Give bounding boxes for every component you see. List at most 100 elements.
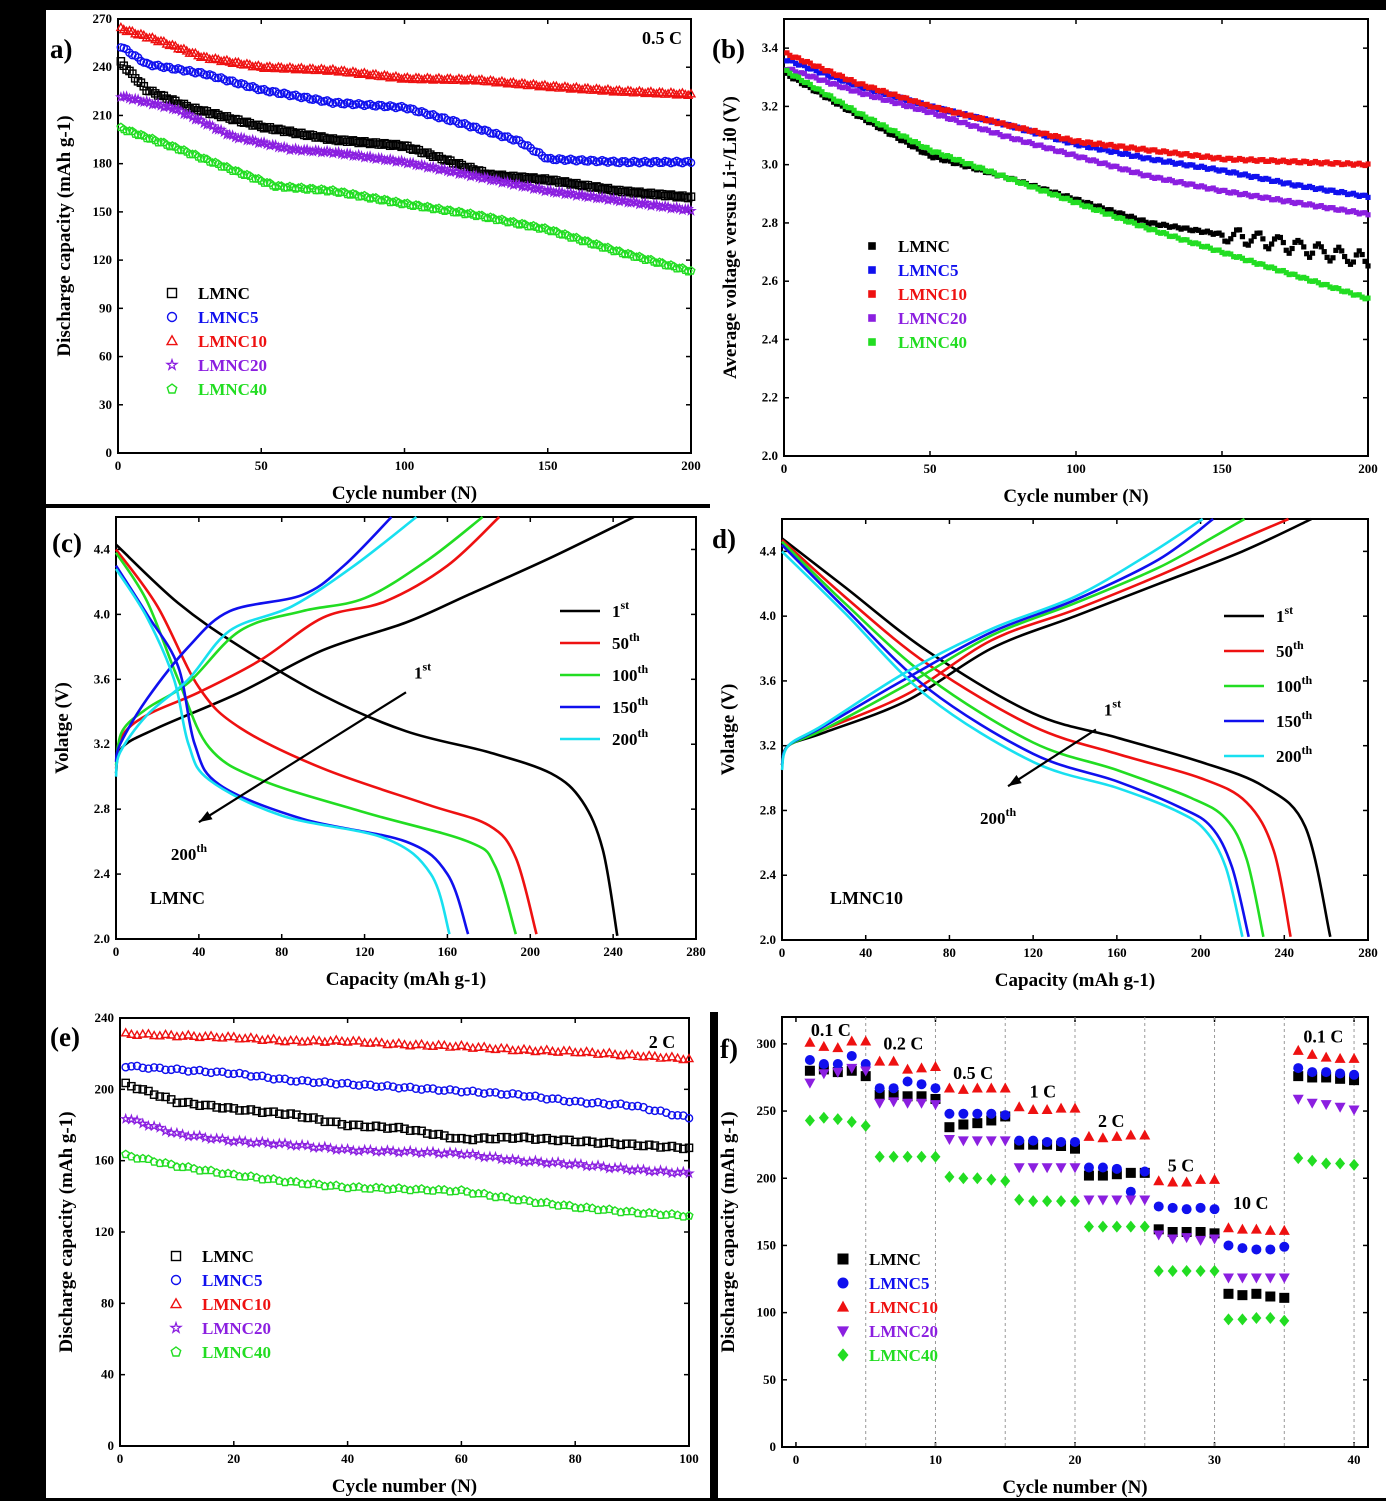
data-point: [956, 120, 962, 126]
data-point: [836, 77, 843, 83]
data-point: [131, 1029, 143, 1040]
data-point: [1105, 211, 1111, 217]
data-point: [1210, 247, 1216, 253]
data-point: [667, 1209, 677, 1218]
data-point: [921, 107, 927, 113]
data-point: [1155, 156, 1161, 163]
data-point: [466, 1147, 479, 1159]
data-point: [828, 96, 834, 102]
legend-label: LMNC40: [202, 1343, 271, 1362]
data-point: [1143, 147, 1149, 153]
data-point: [846, 1035, 858, 1046]
data-point: [223, 1103, 233, 1112]
data-point: [387, 1144, 400, 1157]
data-point: [1318, 203, 1324, 209]
data-point: [265, 123, 275, 132]
data-point: [1333, 160, 1339, 166]
data-point: [972, 1118, 983, 1129]
data-point: [1082, 200, 1088, 206]
y-tick-label: 300: [757, 1036, 777, 1051]
legend-marker: [165, 334, 179, 346]
data-point: [160, 1029, 171, 1039]
data-point: [1350, 190, 1356, 196]
data-point: [587, 1047, 598, 1057]
data-point: [892, 95, 898, 101]
data-point: [299, 130, 309, 140]
data-point: [213, 110, 223, 120]
data-point: [1228, 170, 1234, 176]
data-point: [819, 65, 825, 72]
data-point: [1234, 227, 1240, 233]
data-point: [863, 83, 869, 89]
data-point: [1172, 149, 1178, 155]
data-point: [282, 127, 292, 136]
data-point: [994, 120, 1000, 127]
data-point: [370, 1036, 382, 1046]
data-point: [672, 192, 681, 202]
data-point: [1266, 176, 1272, 182]
data-point: [366, 1122, 375, 1132]
data-point: [354, 138, 363, 148]
discharge-curve: [781, 543, 1250, 938]
data-point: [383, 1081, 392, 1090]
data-point: [1064, 151, 1070, 158]
data-point: [982, 168, 989, 174]
series-LMNC5: [121, 1061, 694, 1123]
data-point: [595, 183, 604, 192]
data-point: [263, 1073, 273, 1083]
data-point: [1070, 197, 1076, 203]
discharge-curve: [114, 564, 470, 935]
data-point: [274, 1176, 284, 1185]
legend-marker: [170, 1346, 182, 1357]
data-point: [936, 149, 942, 155]
data-point: [1014, 1193, 1025, 1206]
data-point: [985, 1136, 997, 1147]
data-point: [132, 1084, 142, 1094]
data-point: [387, 71, 399, 82]
data-point: [479, 1041, 490, 1051]
data-point: [1213, 230, 1219, 236]
data-point: [382, 1039, 393, 1049]
data-point: [229, 1069, 239, 1079]
y-tick-label: 250: [757, 1103, 777, 1118]
data-point: [793, 60, 799, 67]
data-point: [1181, 1176, 1193, 1187]
data-point: [586, 155, 596, 165]
data-point: [1257, 176, 1263, 182]
data-point: [912, 98, 918, 104]
data-point: [592, 1048, 604, 1058]
data-point: [1195, 1264, 1206, 1277]
data-point: [540, 153, 550, 163]
data-point: [1163, 159, 1170, 165]
data-point: [1009, 135, 1015, 142]
legend-marker: [169, 1297, 183, 1309]
data-point: [909, 104, 916, 110]
data-point: [229, 1104, 239, 1113]
legend-item-LMNC20: LMNC20: [165, 356, 267, 375]
data-point: [405, 144, 415, 153]
data-point: [860, 86, 866, 92]
legend-item-LMNC10: LMNC10: [868, 285, 967, 304]
data-point: [1184, 163, 1190, 169]
data-point: [193, 67, 203, 77]
data-point: [519, 1092, 529, 1101]
data-point: [341, 147, 354, 159]
data-point: [1307, 254, 1313, 260]
data-point: [131, 1114, 143, 1126]
data-point: [1137, 217, 1143, 223]
data-point: [1013, 1101, 1025, 1112]
data-point: [1335, 1068, 1346, 1079]
x-tick-label: 0: [781, 461, 788, 476]
data-point: [314, 1078, 324, 1087]
data-point: [333, 66, 344, 76]
data-point: [686, 265, 696, 275]
data-point: [1263, 264, 1269, 270]
data-point: [1161, 229, 1167, 236]
data-point: [790, 58, 796, 64]
data-point: [587, 1203, 597, 1213]
data-point: [944, 107, 951, 113]
data-point: [172, 1098, 182, 1108]
data-point: [1248, 156, 1254, 162]
data-point: [906, 98, 913, 104]
data-point: [997, 172, 1003, 178]
